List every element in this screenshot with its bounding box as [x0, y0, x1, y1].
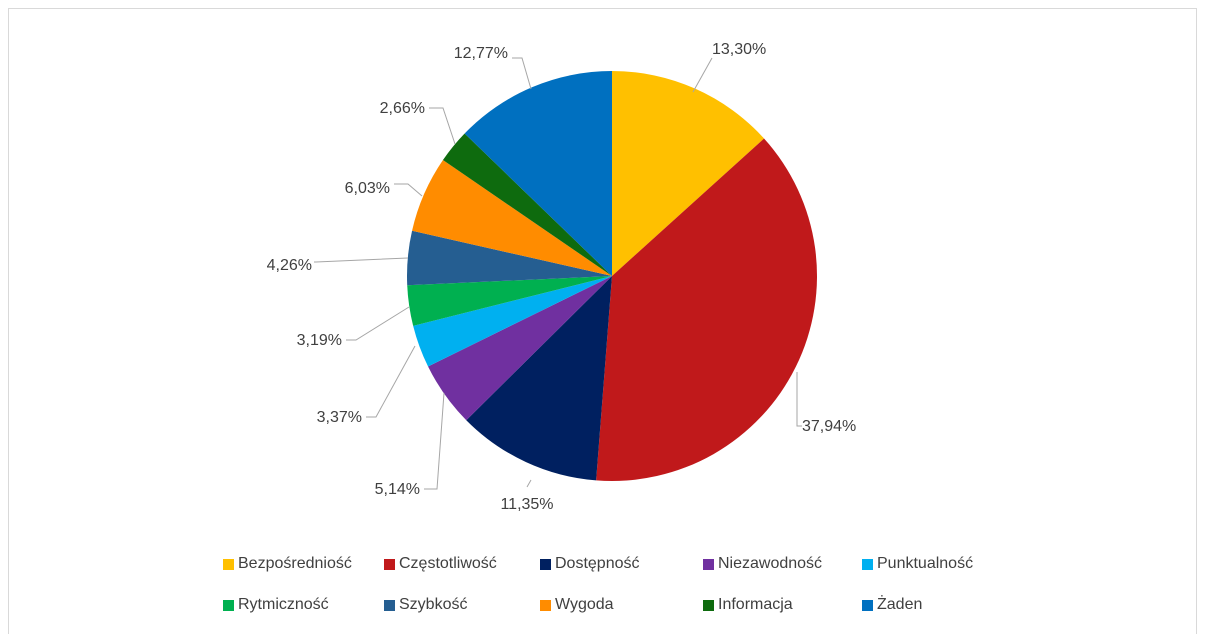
pie-slice-bezpośredniość [612, 71, 765, 276]
data-label: 37,94% [802, 418, 856, 435]
pie-slice-informacja [442, 133, 612, 276]
data-label: 3,37% [317, 409, 362, 426]
pie-slice-dostępność [466, 276, 612, 481]
leader-line [429, 107, 456, 145]
leader-line [366, 345, 416, 418]
leader-line [346, 306, 410, 341]
leader-line [692, 57, 713, 93]
leader-line [526, 479, 532, 488]
data-label: 6,03% [345, 180, 390, 197]
data-label: 13,30% [712, 41, 766, 58]
leader-line [314, 257, 409, 263]
data-label: 3,19% [297, 332, 342, 349]
data-label: 4,26% [267, 257, 312, 274]
pie-slice-rytmiczność [407, 276, 612, 326]
leader-line [394, 183, 423, 197]
pie-slice-niezawodność [428, 276, 612, 421]
data-label: 12,77% [454, 45, 508, 62]
pie-slice-żaden [464, 71, 612, 276]
pie-slice-szybkość [407, 230, 612, 286]
data-label: 5,14% [375, 481, 420, 498]
data-label: 11,35% [500, 496, 553, 513]
leader-line [512, 57, 532, 90]
pie-slice-punktualność [413, 276, 612, 367]
pie-slice-częstotliwość [596, 138, 817, 481]
leader-line [796, 372, 802, 427]
data-label: 2,66% [380, 100, 425, 117]
pie-slice-wygoda [412, 160, 612, 276]
leader-line [424, 392, 445, 490]
